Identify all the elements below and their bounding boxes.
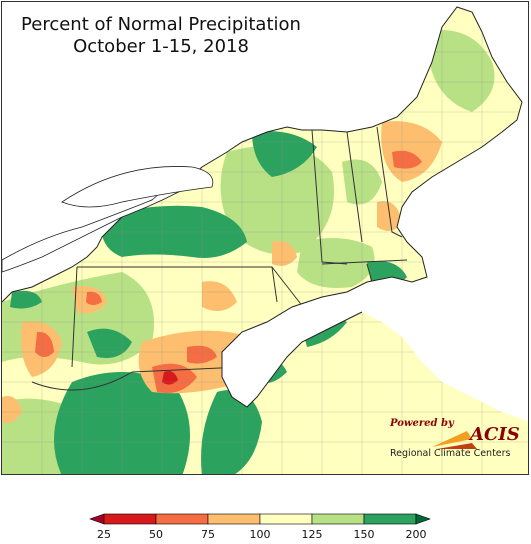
map-frame: Percent of Normal Precipitation October … [1, 1, 529, 475]
legend-tick-label: 200 [405, 528, 427, 541]
legend-bin-100-125 [259, 513, 313, 525]
legend-bar [89, 513, 431, 525]
legend-tick-label: 75 [201, 528, 215, 541]
legend-bin-50-75 [155, 513, 209, 525]
color-legend: 25 50 75 100 125 150 200 [84, 510, 432, 544]
acis-name: ACIS [470, 424, 520, 445]
legend-bin-75-100 [207, 513, 261, 525]
legend-bin-125-150 [311, 513, 365, 525]
acis-powered-by: Powered by [390, 418, 454, 429]
legend-tick-label: 100 [249, 528, 271, 541]
legend-tick-label: 150 [353, 528, 375, 541]
acis-org: Regional Climate Centers [390, 448, 511, 459]
state-borders [31, 126, 408, 408]
legend-bin-150-200 [363, 513, 417, 525]
legend-arrow-above [415, 513, 431, 525]
precip-field [2, 7, 528, 474]
legend-tick-label: 25 [97, 528, 111, 541]
legend-arrow-below [89, 513, 105, 525]
acis-logo [432, 431, 477, 449]
legend-bin-25-50 [103, 513, 157, 525]
map-subtitle: October 1-15, 2018 [73, 36, 249, 57]
map-title: Percent of Normal Precipitation [21, 14, 301, 35]
legend-tick-label: 125 [301, 528, 323, 541]
precipitation-map [2, 6, 528, 474]
legend-tick-label: 50 [149, 528, 163, 541]
lake-ontario [61, 166, 214, 208]
